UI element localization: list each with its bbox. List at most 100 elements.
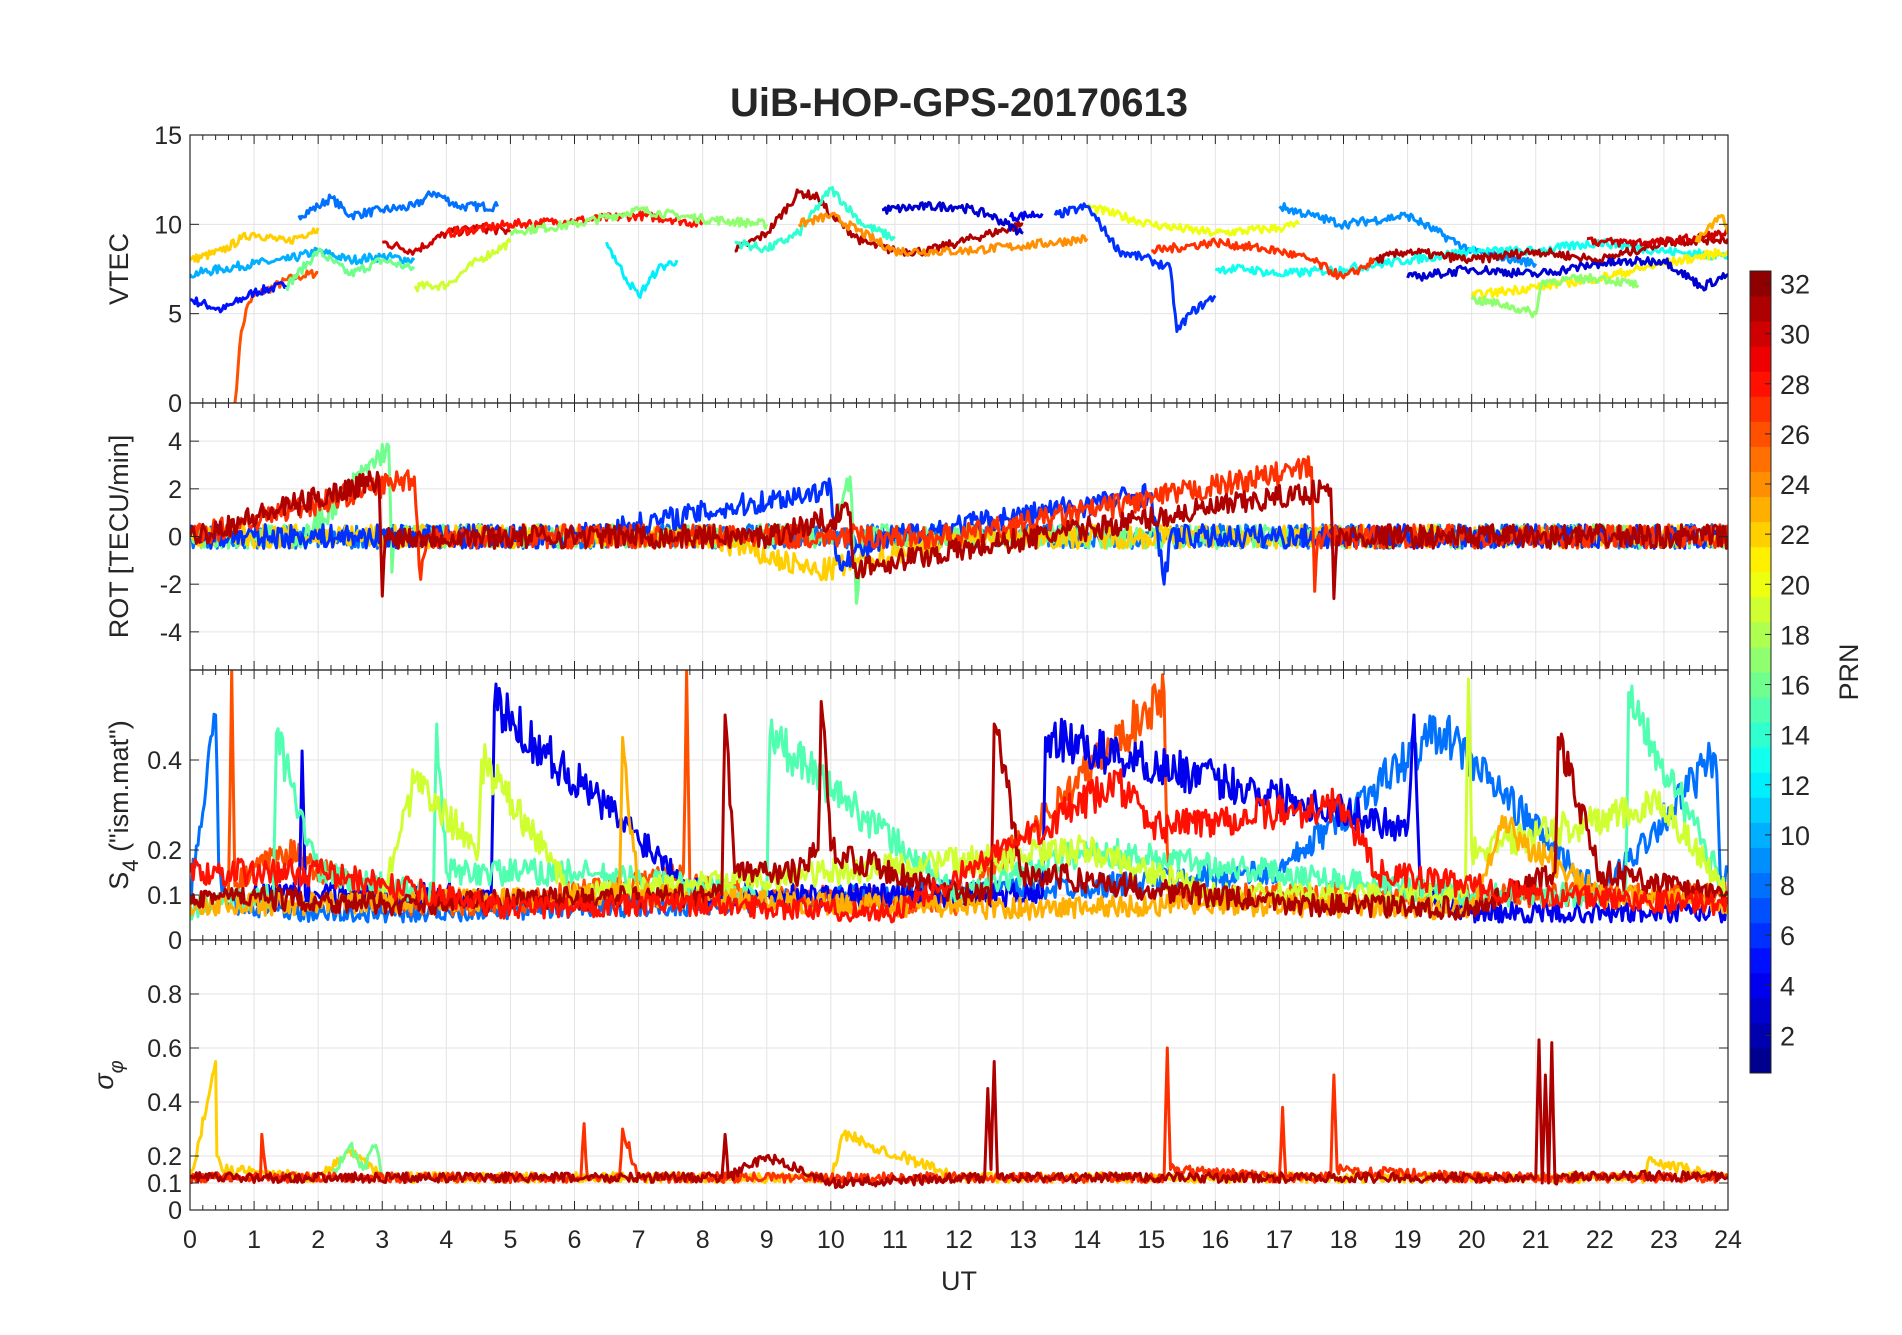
series-group — [190, 186, 1728, 403]
x-tick-label: 0 — [183, 1226, 197, 1254]
colorbar-segment — [1750, 947, 1771, 974]
colorbar-segment — [1750, 747, 1771, 773]
series-line-prn-13 — [1214, 237, 1728, 278]
y-tick-label: 2 — [168, 476, 182, 504]
x-tick-label: 7 — [632, 1226, 646, 1254]
colorbar-segment — [1750, 847, 1771, 873]
colorbar-segment — [1750, 797, 1771, 823]
x-tick-label: 3 — [375, 1226, 389, 1254]
series-line-prn-12 — [605, 241, 679, 299]
colorbar-tick-label: 8 — [1780, 871, 1795, 901]
y-axis-label: S4 ("ism.mat") — [104, 720, 143, 889]
series-line-prn-31 — [190, 700, 1728, 921]
x-tick-label: 2 — [311, 1226, 325, 1254]
series-group — [190, 670, 1728, 924]
panel-2: -4 -2 0 2 4 ROT [TECU/min] — [104, 402, 1729, 671]
colorbar-label: PRN — [1834, 643, 1864, 700]
x-tick-label: 16 — [1201, 1226, 1229, 1254]
y-tick-label: 0.8 — [147, 981, 182, 1009]
series-line-prn-9 — [1278, 202, 1538, 268]
y-label-rest: ("ism.mat") — [104, 720, 134, 859]
colorbar-segment — [1750, 546, 1771, 573]
y-label-sub: 4 — [118, 859, 143, 871]
series-line-prn-24 — [797, 211, 1089, 257]
colorbar-tick-label: 18 — [1780, 620, 1810, 650]
y-tick-label: 0.6 — [147, 1035, 182, 1063]
x-tick-label: 14 — [1073, 1226, 1101, 1254]
series-line-prn-26 — [233, 269, 319, 403]
colorbar-segment — [1750, 872, 1771, 899]
series-line-prn-23 — [1694, 213, 1728, 243]
x-axis-label: UT — [941, 1266, 977, 1296]
series-line-prn-31 — [1374, 233, 1728, 266]
colorbar-segment — [1750, 296, 1771, 322]
colorbar-segment — [1750, 922, 1771, 949]
y-tick-label: -2 — [160, 571, 182, 599]
colorbar-segment — [1750, 672, 1771, 698]
colorbar-segment — [1750, 646, 1771, 673]
series-line-prn-22 — [190, 227, 320, 264]
colorbar-segment — [1750, 446, 1771, 472]
series-line-prn-5 — [190, 281, 288, 314]
x-tick-label: 4 — [439, 1226, 453, 1254]
colorbar-segment — [1750, 722, 1771, 748]
colorbar-segment — [1750, 321, 1771, 347]
colorbar-tick-label: 12 — [1780, 771, 1810, 801]
y-tick-label: 0.1 — [147, 1170, 182, 1198]
colorbar-tick-label: 10 — [1780, 821, 1810, 851]
x-tick-label: 20 — [1458, 1226, 1486, 1254]
y-axis-label: ROT [TECU/min] — [104, 435, 134, 639]
series-line-prn-6 — [1053, 202, 1217, 333]
y-tick-label: 15 — [154, 122, 182, 150]
colorbar-segment — [1750, 421, 1771, 447]
series-line-prn-3 — [881, 200, 1024, 236]
colorbar-tick-label: 28 — [1780, 370, 1810, 400]
colorbar-tick-label: 14 — [1780, 721, 1810, 751]
colorbar-tick-label: 22 — [1780, 520, 1810, 550]
series-line-prn-17 — [509, 205, 769, 236]
colorbar-tick-label: 4 — [1780, 971, 1795, 1001]
x-tick-label: 21 — [1522, 1226, 1550, 1254]
x-tick-label: 11 — [882, 1226, 908, 1254]
colorbar-segment — [1750, 396, 1771, 422]
colorbar-segment — [1750, 1047, 1771, 1074]
x-tick-label: 19 — [1394, 1226, 1422, 1254]
y-tick-label: 0.4 — [147, 747, 182, 775]
colorbar-tick-label: 16 — [1780, 671, 1810, 701]
series-line-prn-17 — [1470, 272, 1640, 319]
y-axis-label: VTEC — [104, 233, 134, 305]
series-line-prn-20 — [1086, 203, 1300, 237]
series-line-prn-28 — [190, 768, 1728, 924]
colorbar-tick-label: 26 — [1780, 420, 1810, 450]
x-tick-label: 12 — [945, 1226, 973, 1254]
y-tick-label: 0.1 — [147, 882, 182, 910]
colorbar-segment — [1750, 822, 1771, 848]
series-line-prn-19 — [413, 237, 512, 293]
x-tick-label: 13 — [1009, 1226, 1037, 1254]
series-line-prn-14 — [734, 186, 896, 254]
x-axis: 0 1 2 3 4 5 6 7 8 9 10 11 12 13 14 15 16 17 18 19 20 21 22 23 24 — [183, 1226, 1742, 1254]
series-line-prn-31 — [190, 470, 1728, 600]
chart-title: UiB-HOP-GPS-20170613 — [730, 81, 1188, 125]
x-tick-label: 18 — [1330, 1226, 1358, 1254]
colorbar-tick-label: 6 — [1780, 921, 1795, 951]
y-tick-label: 0 — [168, 524, 182, 552]
colorbar-segment — [1750, 596, 1771, 623]
panel-4: 00.10.2 0.4 0.6 0.8 σφ — [89, 939, 1729, 1225]
colorbar-box — [1749, 270, 1772, 1074]
x-tick-label: 17 — [1266, 1226, 1294, 1254]
series-group — [190, 442, 1728, 605]
colorbar-segment — [1750, 1022, 1771, 1049]
colorbar-segment — [1750, 972, 1771, 999]
y-tick-label: 0.2 — [147, 1143, 182, 1171]
colorbar-tick-label: 30 — [1780, 320, 1810, 350]
colorbar-tick-label: 24 — [1780, 470, 1810, 500]
x-tick-label: 1 — [247, 1226, 261, 1254]
series-line-prn-8 — [297, 190, 499, 221]
y-tick-label: 5 — [168, 301, 182, 329]
x-tick-label: 15 — [1137, 1226, 1165, 1254]
series-line-prn-27 — [1151, 237, 1377, 280]
x-tick-label: 22 — [1586, 1226, 1614, 1254]
